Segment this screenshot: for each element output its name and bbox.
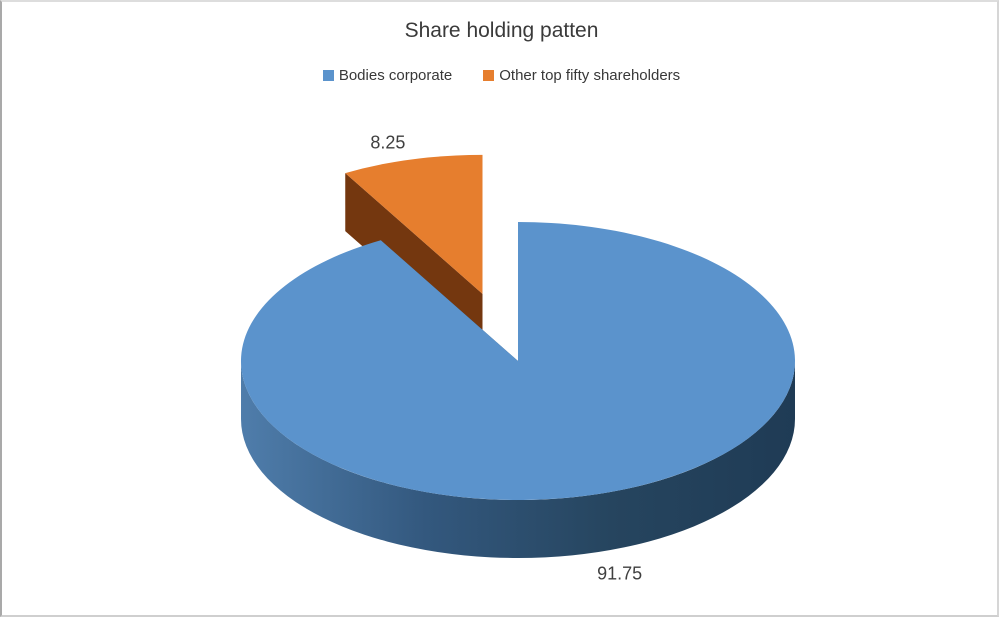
pie-slice-other-top-fifty-shareholders[interactable] — [345, 154, 483, 294]
legend-label-bodies-corporate: Bodies corporate — [338, 67, 453, 84]
legend-swatch-blue-icon — [322, 70, 334, 81]
chart-legend: Bodies corporate Other top fifty shareho… — [0, 67, 1003, 84]
legend-label-other-top-fifty-shareholders: Other top fifty shareholders — [499, 67, 681, 84]
legend-item-bodies-corporate[interactable]: Bodies corporate — [322, 67, 453, 84]
data-label-bodies-corporate: 91.75 — [597, 563, 643, 583]
chart-title: Share holding patten — [404, 19, 599, 42]
data-label-other-top-fifty-shareholders: 8.25 — [370, 132, 406, 153]
legend-item-other-top-fifty-shareholders[interactable]: Other top fifty shareholders — [483, 67, 680, 84]
pie-slice-bodies-corporate[interactable] — [241, 222, 796, 500]
pie-rim-bodies-corporate[interactable] — [241, 361, 795, 558]
legend-swatch-orange-icon — [483, 70, 495, 81]
